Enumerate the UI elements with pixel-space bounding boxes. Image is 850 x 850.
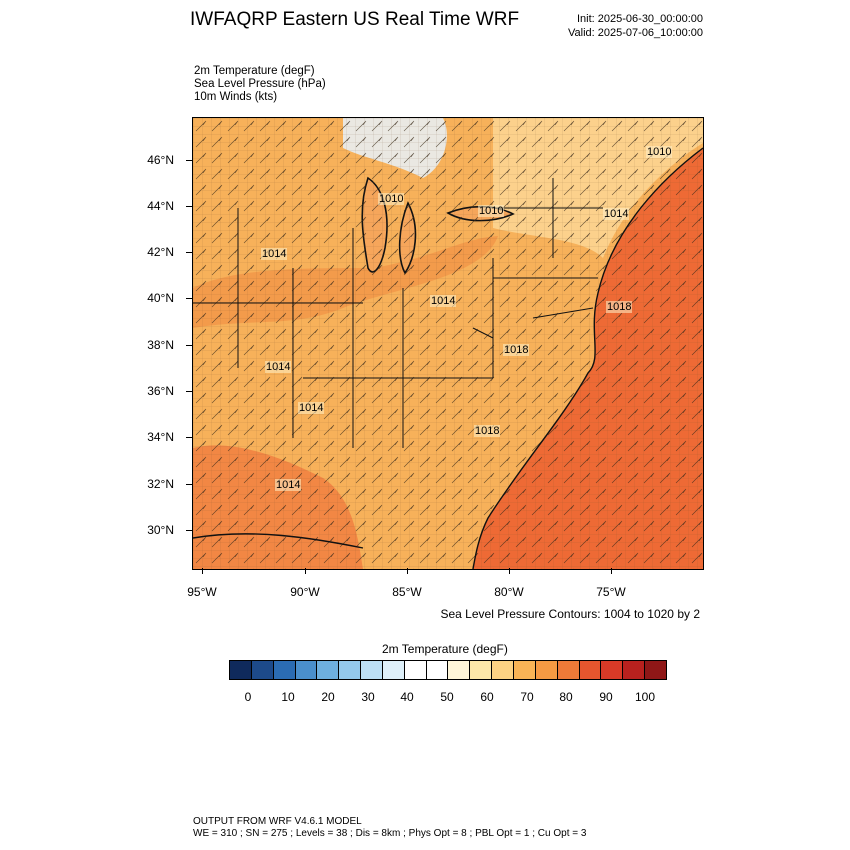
- colorbar-tick-label: 10: [281, 690, 295, 704]
- field-label-pressure: Sea Level Pressure (hPa): [194, 78, 326, 90]
- latitude-tick-label: 36°N: [147, 384, 174, 398]
- colorbar-tick-label: 30: [361, 690, 375, 704]
- colorbar-tick-label: 40: [400, 690, 414, 704]
- colorbar-swatch: [513, 661, 536, 679]
- pressure-label: 1018: [606, 301, 633, 313]
- colorbar-tick-label: 0: [244, 690, 252, 704]
- colorbar-tick-label: 80: [559, 690, 573, 704]
- colorbar-swatch: [645, 661, 666, 679]
- longitude-tick-label: 85°W: [392, 585, 422, 599]
- colorbar-tick-label: 70: [520, 690, 534, 704]
- colorbar-swatch: [273, 661, 296, 679]
- colorbar-swatch: [492, 661, 514, 679]
- longitude-tick-label: 75°W: [596, 585, 626, 599]
- longitude-tick-label: 80°W: [494, 585, 524, 599]
- colorbar-tick-label: 90: [599, 690, 613, 704]
- pressure-label: 1014: [261, 248, 288, 260]
- longitude-tick: [202, 568, 203, 574]
- pressure-label: 1014: [430, 295, 457, 307]
- colorbar-tick-label: 20: [321, 690, 335, 704]
- pressure-label: 1010: [378, 193, 405, 205]
- colorbar-swatch: [426, 661, 449, 679]
- colorbar-tick-label: 60: [480, 690, 494, 704]
- colorbar-title: 2m Temperature (degF): [382, 642, 508, 656]
- colorbar-swatch: [251, 661, 274, 679]
- latitude-tick: [186, 391, 192, 392]
- model-footer-line-1: OUTPUT FROM WRF V4.6.1 MODEL: [193, 816, 362, 827]
- colorbar-swatch: [601, 661, 624, 679]
- latitude-tick: [186, 437, 192, 438]
- latitude-tick: [186, 484, 192, 485]
- latitude-tick-label: 42°N: [147, 245, 174, 259]
- colorbar-tick-label: 100: [634, 690, 656, 704]
- page-title: IWFAQRP Eastern US Real Time WRF: [190, 9, 520, 30]
- field-label-winds: 10m Winds (kts): [194, 91, 278, 103]
- longitude-tick: [509, 568, 510, 574]
- colorbar-swatch: [382, 661, 405, 679]
- colorbar-swatch: [317, 661, 340, 679]
- latitude-tick: [186, 530, 192, 531]
- field-label-temperature: 2m Temperature (degF): [194, 65, 315, 77]
- wind-barbs: [193, 118, 703, 569]
- model-footer-line-2: WE = 310 ; SN = 275 ; Levels = 38 ; Dis …: [193, 828, 587, 839]
- latitude-tick-label: 40°N: [147, 291, 174, 305]
- pressure-label: 1014: [603, 208, 630, 220]
- latitude-tick-label: 44°N: [147, 199, 174, 213]
- state-borders: [193, 178, 603, 448]
- latitude-tick-label: 46°N: [147, 153, 174, 167]
- init-time: Init: 2025-06-30_00:00:00: [577, 13, 703, 25]
- pressure-label: 1014: [265, 361, 292, 373]
- longitude-tick: [407, 568, 408, 574]
- colorbar-swatch: [557, 661, 580, 679]
- latitude-tick: [186, 298, 192, 299]
- colorbar-swatch: [339, 661, 362, 679]
- latitude-tick-label: 32°N: [147, 477, 174, 491]
- pressure-label: 1018: [474, 425, 501, 437]
- longitude-tick: [611, 568, 612, 574]
- colorbar-swatch: [361, 661, 383, 679]
- pressure-label: 1010: [646, 146, 673, 158]
- colorbar-tick-label: 50: [440, 690, 454, 704]
- longitude-tick-label: 95°W: [187, 585, 217, 599]
- pressure-label: 1014: [298, 402, 325, 414]
- colorbar-swatch: [295, 661, 318, 679]
- latitude-tick-label: 30°N: [147, 523, 174, 537]
- latitude-tick: [186, 206, 192, 207]
- map-panel: 1010 1010 1010 1014 1014 1014 1018 1018 1014 1014…: [192, 117, 704, 570]
- colorbar: [229, 660, 667, 680]
- colorbar-swatch: [470, 661, 493, 679]
- latitude-tick-label: 38°N: [147, 338, 174, 352]
- coastline: [193, 147, 703, 569]
- colorbar-swatch: [535, 661, 558, 679]
- colorbar-swatch: [623, 661, 646, 679]
- pressure-label: 1018: [503, 344, 530, 356]
- latitude-tick: [186, 345, 192, 346]
- colorbar-swatch: [448, 661, 471, 679]
- colorbar-swatch: [230, 661, 252, 679]
- longitude-tick-label: 90°W: [290, 585, 320, 599]
- valid-time: Valid: 2025-07-06_10:00:00: [568, 27, 703, 39]
- latitude-tick: [186, 252, 192, 253]
- contour-note: Sea Level Pressure Contours: 1004 to 102…: [440, 607, 701, 621]
- latitude-tick-label: 34°N: [147, 430, 174, 444]
- colorbar-swatch: [404, 661, 427, 679]
- longitude-tick: [305, 568, 306, 574]
- pressure-label: 1010: [478, 205, 505, 217]
- latitude-tick: [186, 160, 192, 161]
- pressure-label: 1014: [275, 479, 302, 491]
- colorbar-swatch: [579, 661, 602, 679]
- weather-map: [193, 118, 703, 569]
